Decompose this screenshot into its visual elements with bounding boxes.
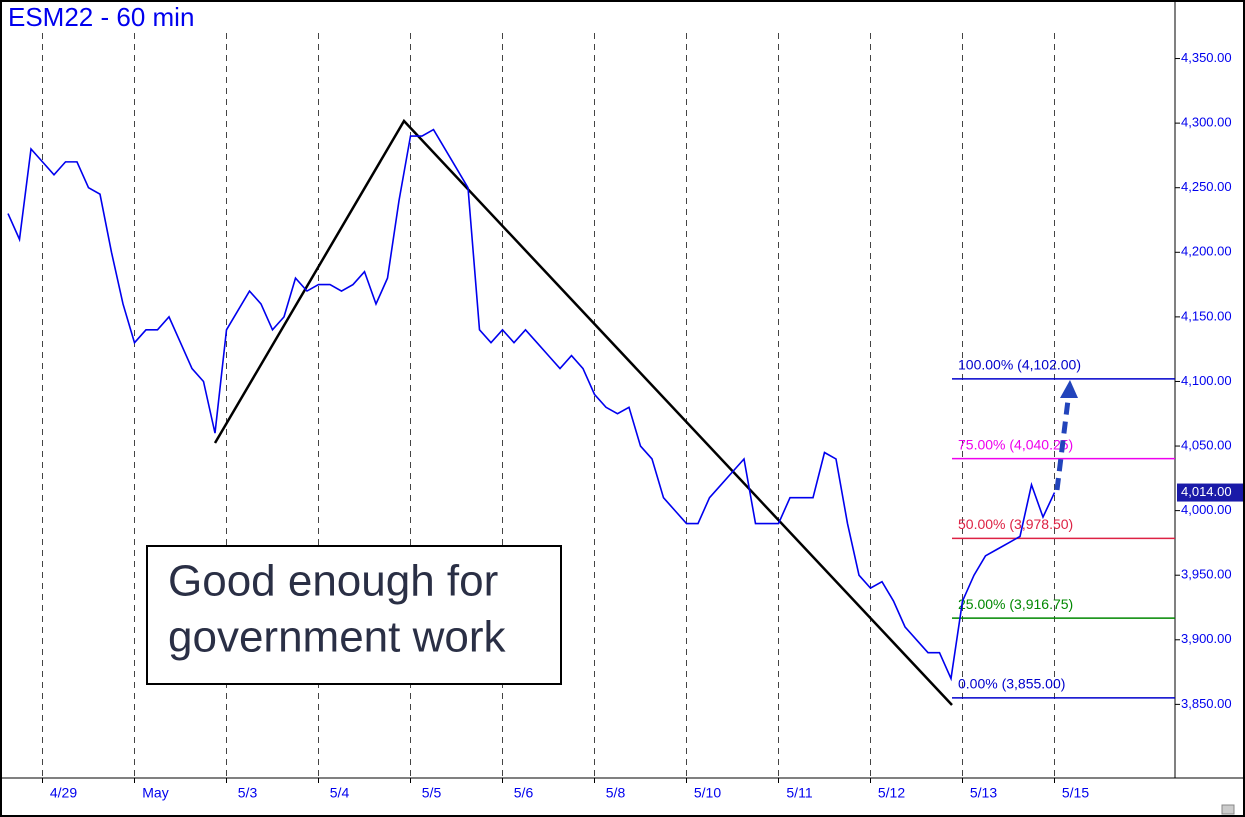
x-tick-label: 5/12: [878, 785, 905, 801]
x-tick-label: 5/4: [330, 785, 350, 801]
chart-title: ESM22 - 60 min: [8, 2, 194, 32]
annotation-text: Good enough for: [168, 557, 498, 606]
x-tick-label: 5/8: [606, 785, 626, 801]
fib-level-label: 50.00% (3,978.50): [958, 516, 1073, 532]
y-tick-label: 3,950.00: [1181, 567, 1232, 582]
price-line: [7, 128, 1056, 682]
scrollbar: [1221, 804, 1235, 815]
last-price-label: 4,014.00: [1181, 484, 1232, 499]
y-tick-label: 4,100.00: [1181, 373, 1232, 388]
x-tick-label: 5/10: [694, 785, 721, 801]
y-tick-label: 4,000.00: [1181, 502, 1232, 517]
y-tick-label: 4,050.00: [1181, 437, 1232, 452]
x-tick-label: 5/5: [422, 785, 442, 801]
x-tick-label: 5/3: [238, 785, 258, 801]
x-tick-label: 4/29: [50, 785, 77, 801]
x-tick-label: 5/6: [514, 785, 534, 801]
annotation-box: [146, 545, 562, 685]
y-tick-label: 4,250.00: [1181, 179, 1232, 194]
fib-level-label: 75.00% (4,040.25): [958, 436, 1073, 452]
fib-level-label: 0.00% (3,855.00): [958, 676, 1065, 692]
x-tick-label: May: [142, 785, 168, 801]
arrow-head: [1060, 380, 1078, 398]
y-tick-label: 4,200.00: [1181, 244, 1232, 259]
y-tick-label: 3,900.00: [1181, 631, 1232, 646]
fib-level-label: 100.00% (4,102.00): [958, 357, 1081, 373]
pattern-line: [213, 118, 953, 706]
y-tick-label: 4,150.00: [1181, 308, 1232, 323]
projection-arrow: [1054, 399, 1071, 491]
y-tick-label: 3,850.00: [1181, 696, 1232, 711]
y-tick-label: 4,300.00: [1181, 115, 1232, 130]
x-tick-label: 5/15: [1062, 785, 1089, 801]
x-tick-label: 5/13: [970, 785, 997, 801]
y-tick-label: 4,350.00: [1181, 50, 1232, 65]
last-price-box: [1177, 483, 1243, 502]
x-tick-label: 5/11: [786, 785, 812, 801]
annotation-text: government work: [168, 613, 506, 662]
fib-level-label: 25.00% (3,916.75): [958, 596, 1073, 612]
